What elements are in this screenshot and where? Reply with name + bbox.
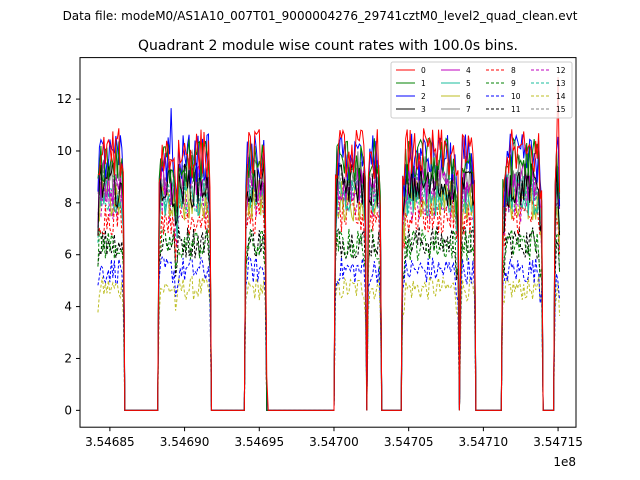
legend-label-15: 15 — [556, 105, 566, 114]
x-tick-label: 3.54685 — [85, 435, 135, 449]
legend-label-9: 9 — [511, 79, 516, 88]
plot-area-frame — [79, 57, 577, 428]
legend-label-14: 14 — [556, 92, 566, 101]
series-line-9 — [97, 227, 561, 411]
y-tick-label: 8 — [64, 196, 72, 210]
y-tick-label: 0 — [64, 403, 72, 417]
legend-label-0: 0 — [421, 66, 426, 75]
y-tick-label: 6 — [64, 248, 72, 262]
series-line-12 — [97, 181, 561, 411]
y-tick-label: 12 — [57, 92, 72, 106]
y-tick-label: 4 — [64, 300, 72, 314]
chart-title: Quadrant 2 module wise count rates with … — [138, 38, 518, 54]
series-line-0 — [97, 77, 561, 411]
series-line-13 — [97, 171, 561, 411]
legend-label-10: 10 — [511, 92, 521, 101]
legend-label-2: 2 — [421, 92, 426, 101]
series-line-4 — [97, 159, 561, 411]
legend-label-13: 13 — [556, 79, 566, 88]
legend-box — [390, 61, 573, 119]
y-axis: 0 2 4 6 8 10 12 — [57, 92, 80, 417]
legend-label-5: 5 — [466, 79, 471, 88]
x-tick-label: 3.54690 — [160, 435, 210, 449]
legend-label-7: 7 — [466, 105, 471, 114]
legend-label-11: 11 — [511, 105, 521, 114]
x-tick-label: 3.54705 — [384, 435, 434, 449]
y-tick-label: 2 — [64, 351, 72, 365]
legend-label-4: 4 — [466, 66, 471, 75]
series-line-10 — [97, 256, 561, 411]
series-line-5 — [97, 173, 561, 411]
legend-label-1: 1 — [421, 79, 426, 88]
y-tick-label: 10 — [57, 144, 72, 158]
series-line-8 — [97, 195, 561, 411]
series-line-14 — [97, 274, 561, 411]
series-line-6 — [97, 179, 561, 411]
x-axis: 3.54685 3.54690 3.54695 3.54700 3.54705 3.547… — [85, 427, 583, 449]
x-tick-label: 3.54700 — [309, 435, 359, 449]
chart-suptitle: Data file: modeM0/AS1A10_007T01_90000042… — [63, 9, 578, 23]
x-offset-label: 1e8 — [553, 455, 576, 469]
series-layer — [97, 77, 561, 411]
x-tick-label: 3.54710 — [459, 435, 509, 449]
x-tick-label: 3.54715 — [533, 435, 583, 449]
legend-label-8: 8 — [511, 66, 516, 75]
legend-label-6: 6 — [466, 92, 471, 101]
x-tick-label: 3.54695 — [234, 435, 284, 449]
legend-label-3: 3 — [421, 105, 426, 114]
legend-label-12: 12 — [556, 66, 566, 75]
series-line-11 — [97, 225, 561, 411]
